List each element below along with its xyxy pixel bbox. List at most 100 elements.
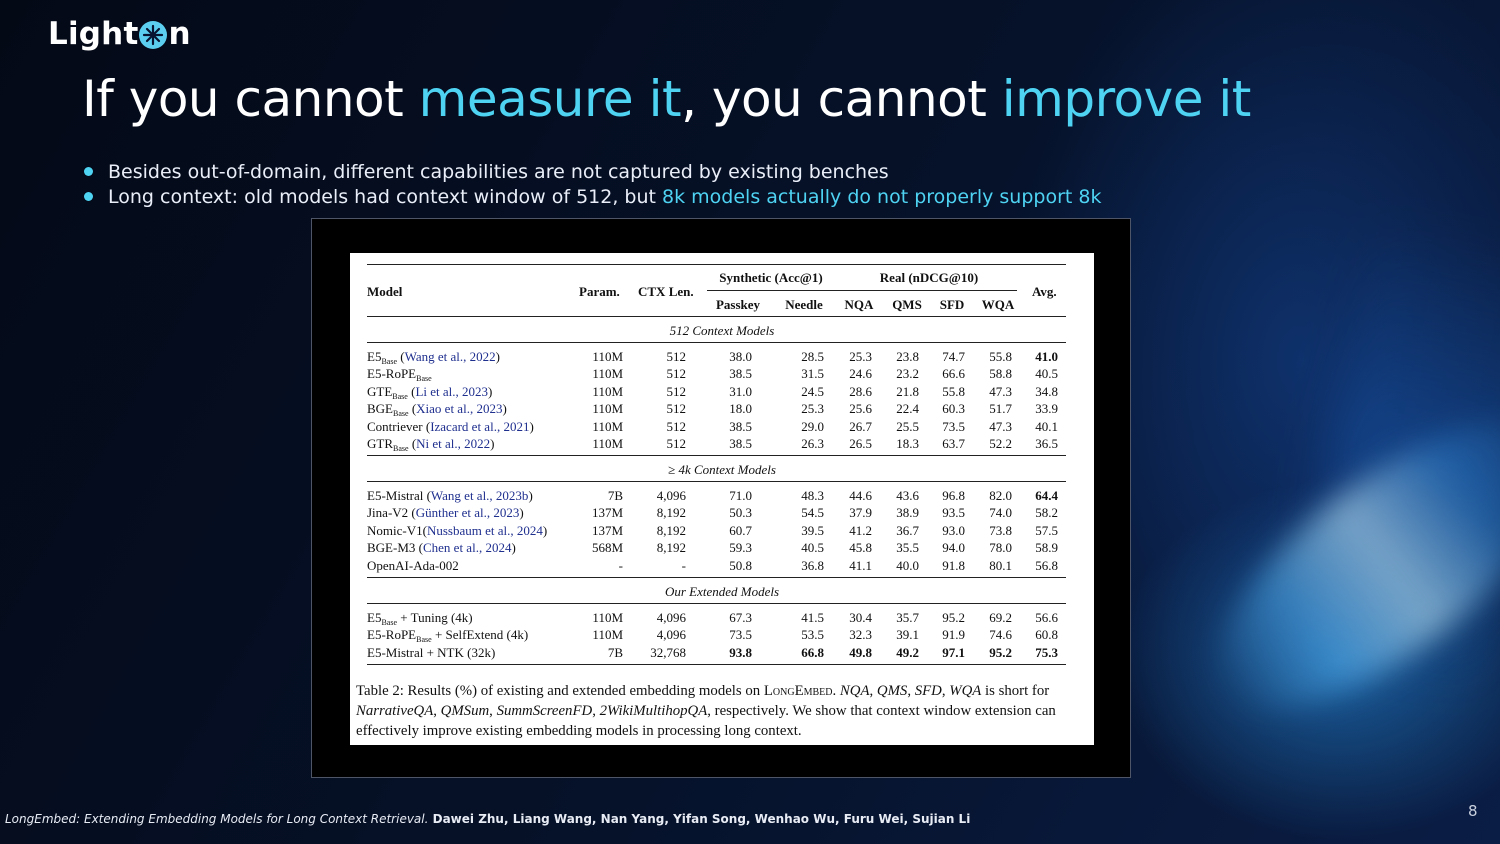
citation-link[interactable]: Wang et al., 2023b [430, 488, 529, 503]
bullet-item: Besides out-of-domain, different capabil… [84, 160, 1102, 185]
model-subscript: Base [393, 444, 409, 453]
model-name: Nomic-V1 [367, 522, 423, 538]
score-cell: 33.9 [1035, 401, 1058, 417]
score-cell: 23.2 [896, 366, 919, 382]
score-cell: 25.3 [849, 349, 872, 364]
model-name-cell: E5Base (Wang et al., 2022) [367, 349, 500, 366]
ctx-len-cell: 512 [666, 383, 687, 399]
model-subscript: Base [392, 391, 408, 401]
score-cell: 37.9 [849, 505, 872, 521]
citation-link[interactable]: Nussbaum et al., 2024 [426, 522, 543, 538]
score-cell: 67.3 [729, 610, 752, 625]
model-suffix: ) [488, 383, 493, 399]
model-suffix: ( [408, 436, 417, 451]
model-suffix: ) [519, 505, 524, 521]
score-cell: 49.8 [849, 644, 872, 660]
score-cell: 36.8 [801, 557, 824, 573]
model-suffix: ) [490, 436, 495, 451]
score-cell: 66.6 [942, 366, 965, 382]
score-cell: 21.8 [896, 383, 919, 399]
model-name-cell: GTEBase (Li et al., 2023) [367, 384, 492, 401]
score-cell: 78.0 [989, 540, 1012, 556]
model-name-cell: Nomic-V1(Nussbaum et al., 2024) [367, 523, 547, 538]
score-cell: 38.0 [729, 349, 752, 364]
caption-dataset: 2WikiMultihopQA [599, 703, 708, 719]
param-cell: 7B [607, 644, 623, 660]
score-cell: 34.8 [1035, 383, 1058, 399]
real-group-rule [840, 290, 1017, 291]
score-cell: 63.7 [942, 436, 965, 451]
score-cell: 56.6 [1035, 610, 1058, 625]
score-cell: 41.1 [849, 557, 872, 573]
score-cell: 40.5 [1035, 366, 1058, 382]
score-cell: 45.8 [849, 540, 872, 556]
citation-link[interactable]: Xiao et al., 2023 [416, 401, 503, 417]
score-cell: 28.5 [801, 349, 824, 364]
footer-authors: Dawei Zhu, Liang Wang, Nan Yang, Yifan S… [428, 812, 971, 826]
model-name: E5-Mistral + NTK (32k) [367, 644, 496, 660]
score-cell: 60.7 [729, 522, 752, 538]
caption-text: . [832, 683, 840, 699]
ctx-len-cell: 4,096 [656, 488, 686, 503]
score-cell: 26.7 [849, 418, 872, 434]
score-cell: 60.3 [942, 401, 965, 417]
header-avg: Avg. [1032, 284, 1057, 299]
title-highlight-measure: measure it [418, 70, 682, 128]
bullet-text: Long context: old models had context win… [108, 186, 663, 208]
score-cell: 69.2 [989, 610, 1012, 625]
citation-link[interactable]: Chen et al., 2024 [422, 540, 512, 556]
caption-abbrev: NQA [839, 683, 870, 699]
caption-abbrev: SFD [914, 683, 942, 699]
citation-link[interactable]: Ni et al., 2022 [416, 436, 491, 451]
model-name-cell: Jina-V2 (Günther et al., 2023) [367, 505, 524, 520]
score-cell: 95.2 [942, 610, 965, 625]
param-cell: 110M [592, 418, 623, 434]
score-cell: 22.4 [896, 401, 919, 417]
model-suffix: + SelfExtend (4k) [431, 627, 529, 643]
score-cell: 91.9 [942, 627, 965, 643]
score-cell: 24.6 [849, 366, 872, 382]
score-cell: 80.1 [989, 557, 1012, 573]
model-name: OpenAI-Ada-002 [367, 557, 459, 573]
score-cell: 40.5 [801, 540, 824, 556]
model-name-cell: Contriever (Izacard et al., 2021) [367, 419, 534, 434]
model-name: GTE [367, 383, 393, 399]
score-cell: 93.0 [942, 522, 965, 538]
score-cell: 28.6 [849, 383, 872, 399]
model-suffix: ( [408, 505, 416, 521]
title-highlight-improve: improve it [1001, 70, 1252, 128]
header-nqa: NQA [844, 297, 874, 312]
citation-link[interactable]: Li et al., 2023 [415, 383, 489, 399]
citation-link[interactable]: Günther et al., 2023 [415, 505, 520, 521]
score-cell: 52.2 [989, 436, 1012, 451]
score-cell: 38.5 [729, 418, 752, 434]
ctx-len-cell: 512 [666, 436, 687, 451]
bullet-highlight: 8k models actually do not properly suppo… [662, 186, 1102, 208]
score-cell: 18.0 [729, 401, 752, 417]
bullet-dot-icon [84, 192, 93, 201]
header-param: Param. [579, 284, 620, 299]
section-rule [367, 603, 1066, 604]
caption-dataset: QMSum [440, 703, 490, 719]
score-cell: 73.5 [729, 627, 752, 643]
score-cell: 32.3 [849, 627, 872, 643]
section-end-rule [367, 664, 1066, 666]
caption-dataset: NarrativeQA [356, 703, 434, 719]
score-cell: 39.1 [896, 627, 919, 643]
model-subscript: Base [416, 635, 432, 645]
header-model: Model [367, 284, 403, 299]
model-name: BGE-M3 [367, 540, 416, 556]
model-name-cell: BGE-M3 (Chen et al., 2024) [367, 540, 516, 555]
model-suffix: ) [502, 401, 507, 417]
score-cell: 23.8 [896, 349, 919, 364]
score-cell: 36.7 [896, 522, 919, 538]
section-label: Our Extended Models [664, 584, 780, 599]
ctx-len-cell: 8,192 [656, 522, 686, 538]
model-name-cell: E5Base + Tuning (4k) [367, 610, 473, 627]
citation-link[interactable]: Izacard et al., 2021 [430, 418, 530, 434]
model-suffix: ) [529, 418, 534, 434]
citation-link[interactable]: Wang et al., 2022 [404, 349, 496, 364]
header-qms: QMS [892, 297, 922, 312]
logo-star-icon [139, 21, 168, 49]
model-name: Contriever [367, 418, 423, 434]
